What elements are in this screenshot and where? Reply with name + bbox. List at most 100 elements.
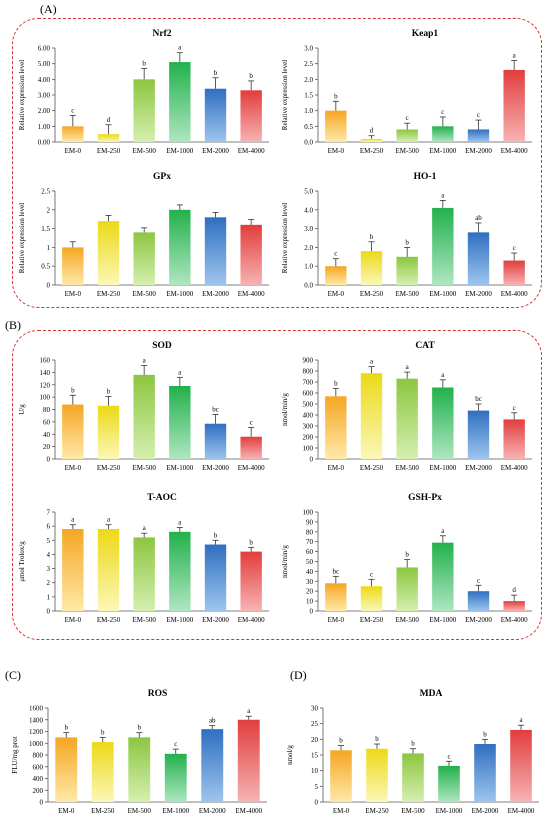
bar-gpx-em-250: [97, 221, 120, 285]
sig-letter-ho-1-em-250: b: [370, 233, 374, 241]
sig-letter-keap1-em-250: d: [370, 127, 374, 135]
y-tick-label-keap1: 0.0: [304, 139, 313, 147]
y-tick-label-ros: 800: [33, 752, 44, 760]
bar-gpx-em-2000: [204, 217, 227, 285]
sig-letter-sod-em-4000: c: [250, 418, 253, 426]
sig-letter-keap1-em-500: c: [406, 114, 409, 122]
y-tick-label-nrf2: 2.00: [38, 107, 51, 115]
y-tick-label-nrf2: 4.00: [38, 76, 51, 84]
bar-gpx-em-4000: [240, 224, 262, 285]
y-tick-label-t-aoc: 5: [47, 537, 51, 545]
bar-ho-1-em-1000: [432, 207, 454, 285]
x-tick-label-sod-em-250: EM-250: [97, 464, 121, 472]
x-tick-label-gsh-px-em-250: EM-250: [360, 616, 384, 624]
sig-letter-ho-1-em-2000: ab: [475, 214, 482, 222]
sig-letter-mda-em-4000: a: [519, 716, 523, 724]
y-tick-label-keap1: 2.5: [304, 60, 313, 68]
bar-cat-em-1000: [432, 387, 454, 459]
x-tick-label-nrf2-em-250: EM-250: [97, 147, 121, 155]
y-tick-label-gsh-px: 60: [306, 548, 314, 556]
x-tick-label-t-aoc-em-1000: EM-1000: [166, 616, 193, 624]
chart-title-gsh-px: GSH-Px: [408, 493, 442, 503]
y-axis-label-cat: nmol/min/g: [281, 393, 289, 426]
y-axis-label-ho-1: Relative expression level: [281, 203, 289, 273]
sig-letter-sod-em-250: b: [107, 388, 111, 396]
x-tick-label-gpx-em-250: EM-250: [97, 290, 121, 298]
y-tick-label-t-aoc: 4: [47, 551, 51, 559]
sig-letter-ho-1-em-500: b: [405, 238, 409, 246]
y-tick-label-gsh-px: 50: [306, 558, 314, 566]
bar-ho-1-em-4000: [503, 260, 525, 285]
x-tick-label-nrf2-em-4000: EM-4000: [238, 147, 265, 155]
sig-letter-sod-em-2000: bc: [212, 405, 219, 413]
x-tick-label-keap1-em-250: EM-250: [360, 147, 384, 155]
sig-letter-t-aoc-em-250: a: [107, 516, 111, 524]
x-tick-label-gpx-em-4000: EM-4000: [238, 290, 265, 298]
x-tick-label-gsh-px-em-1000: EM-1000: [429, 616, 456, 624]
y-axis-label-sod: U/g: [18, 404, 26, 415]
bar-ho-1-em-0: [325, 266, 347, 285]
x-tick-label-t-aoc-em-2000: EM-2000: [202, 616, 229, 624]
x-tick-label-nrf2-em-0: EM-0: [65, 147, 82, 155]
sig-letter-mda-em-1000: c: [447, 752, 450, 760]
bar-cat-em-2000: [467, 410, 490, 459]
x-tick-label-keap1-em-1000: EM-1000: [429, 147, 456, 155]
bar-ho-1-em-250: [360, 251, 383, 285]
chart-title-mda: MDA: [420, 689, 443, 699]
sig-letter-mda-em-500: b: [411, 740, 415, 748]
bar-sod-em-500: [133, 374, 155, 459]
bar-ho-1-em-500: [396, 256, 418, 285]
bar-t-aoc-em-500: [133, 537, 155, 611]
y-tick-label-sod: 0: [47, 456, 51, 464]
sig-letter-gsh-px-em-1000: a: [441, 527, 445, 535]
chart-title-gpx: GPx: [153, 172, 171, 182]
bar-nrf2-em-1000: [169, 62, 191, 142]
x-tick-label-ros-em-2000: EM-2000: [199, 807, 226, 815]
x-tick-label-gsh-px-em-500: EM-500: [395, 616, 419, 624]
bar-cat-em-4000: [503, 419, 525, 459]
sig-letter-gsh-px-em-0: bc: [333, 567, 340, 575]
sig-letter-ros-em-250: b: [101, 728, 105, 736]
y-tick-label-mda: 25: [311, 720, 319, 728]
bar-ros-em-2000: [201, 729, 224, 802]
bar-nrf2-em-250: [97, 134, 120, 142]
y-tick-label-cat: 700: [303, 379, 314, 387]
x-tick-label-cat-em-250: EM-250: [360, 464, 384, 472]
bar-keap1-em-500: [396, 129, 418, 142]
sig-letter-keap1-em-4000: a: [513, 52, 517, 60]
y-tick-label-ho-1: 2.0: [304, 244, 313, 252]
sig-letter-t-aoc-em-4000: b: [249, 538, 253, 546]
sig-letter-gsh-px-em-250: c: [370, 570, 373, 578]
chart-gshpx: GSH-Pxnmol/min/g0102030405060708090100bc…: [281, 493, 532, 624]
x-tick-label-t-aoc-em-250: EM-250: [97, 616, 121, 624]
chart-title-cat: CAT: [415, 341, 435, 351]
y-tick-label-nrf2: 0.00: [38, 139, 51, 147]
x-tick-label-mda-em-500: EM-500: [401, 807, 425, 815]
sig-letter-t-aoc-em-500: a: [143, 524, 147, 532]
x-tick-label-sod-em-0: EM-0: [65, 464, 82, 472]
sig-letter-sod-em-500: a: [143, 357, 147, 365]
sig-letter-keap1-em-2000: c: [477, 111, 480, 119]
sig-letter-nrf2-em-2000: b: [214, 69, 218, 77]
y-tick-label-gpx: 1: [47, 244, 51, 252]
y-tick-label-gsh-px: 90: [306, 518, 314, 526]
x-tick-label-mda-em-2000: EM-2000: [472, 807, 499, 815]
y-tick-label-nrf2: 1.00: [38, 123, 51, 131]
x-tick-label-sod-em-500: EM-500: [132, 464, 156, 472]
x-tick-label-gpx-em-1000: EM-1000: [166, 290, 193, 298]
panel-label-d: (D): [290, 668, 307, 682]
panel-label-c: (C): [5, 668, 21, 682]
sig-letter-cat-em-250: a: [370, 358, 374, 366]
y-tick-label-t-aoc: 0: [47, 608, 51, 616]
y-tick-label-keap1: 3.0: [304, 45, 313, 53]
y-tick-label-cat: 900: [303, 357, 314, 365]
y-tick-label-ho-1: 5.0: [304, 188, 313, 196]
y-tick-label-sod: 160: [40, 357, 51, 365]
y-tick-label-ros: 1000: [29, 740, 44, 748]
sig-letter-ros-em-0: b: [65, 724, 69, 732]
bar-ros-em-250: [91, 742, 114, 802]
x-tick-label-cat-em-500: EM-500: [395, 464, 419, 472]
y-tick-label-ho-1: 4.0: [304, 206, 313, 214]
x-tick-label-sod-em-1000: EM-1000: [166, 464, 193, 472]
y-tick-label-gpx: 0.5: [41, 263, 50, 271]
